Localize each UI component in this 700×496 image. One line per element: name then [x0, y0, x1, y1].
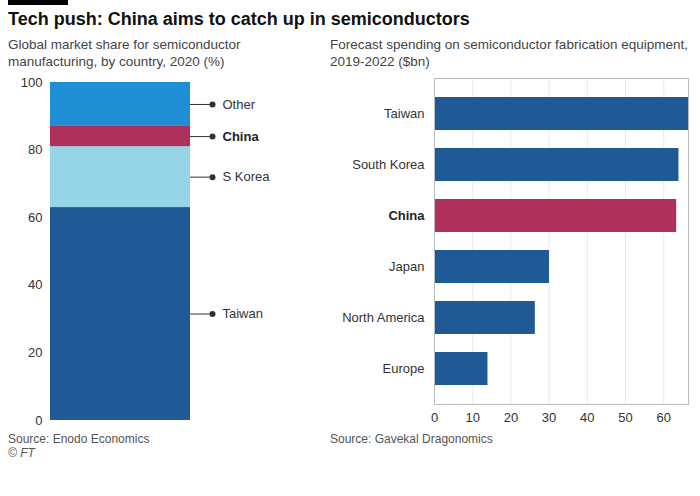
html-text:Global market share for semico: Global market share for semiconductor ma… [8, 37, 241, 69]
svg-text:60: 60 [656, 410, 670, 425]
svg-text:S Korea: S Korea [223, 169, 271, 184]
svg-text:China: China [223, 129, 260, 144]
html-text:Source: Enodo Economics: Source: Enodo Economics [8, 432, 150, 446]
html-text:Source: Gavekal Dragonomics: Source: Gavekal Dragonomics [330, 432, 493, 446]
svg-text:60: 60 [28, 210, 42, 225]
svg-text:100: 100 [21, 75, 43, 90]
svg-text:80: 80 [28, 142, 42, 157]
svg-text:10: 10 [465, 410, 479, 425]
svg-text:Other: Other [223, 97, 256, 112]
svg-text:40: 40 [580, 410, 594, 425]
svg-text:20: 20 [504, 410, 518, 425]
svg-text:30: 30 [542, 410, 556, 425]
html-text:Forecast spending on semicondu: Forecast spending on semiconductor fabri… [330, 37, 688, 69]
svg-text:Europe: Europe [383, 361, 425, 376]
svg-text:Taiwan: Taiwan [223, 306, 263, 321]
svg-text:40: 40 [28, 277, 42, 292]
svg-text:50: 50 [618, 410, 632, 425]
svg-text:Taiwan: Taiwan [384, 106, 424, 121]
svg-text:South Korea: South Korea [352, 157, 425, 172]
html-text:Tech push: China aims to catch: Tech push: China aims to catch up in sem… [8, 9, 470, 29]
html-text:© FT: © FT [8, 446, 35, 460]
svg-text:Japan: Japan [389, 259, 424, 274]
svg-text:0: 0 [35, 413, 42, 428]
svg-text:0: 0 [431, 410, 438, 425]
svg-text:China: China [388, 208, 425, 223]
svg-text:North America: North America [342, 310, 425, 325]
svg-text:20: 20 [28, 345, 42, 360]
